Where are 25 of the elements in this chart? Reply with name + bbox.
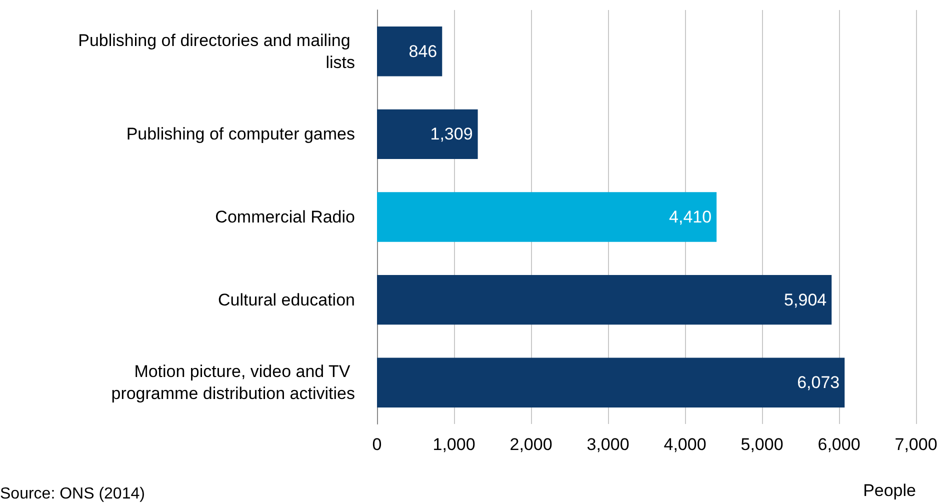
bar (377, 274, 832, 325)
data-label: 846 (408, 42, 438, 61)
x-tick-label: 0 (372, 435, 382, 454)
x-tick-label: 2,000 (510, 435, 552, 454)
bar (377, 192, 717, 242)
x-tick-label: 6,000 (818, 435, 860, 454)
x-tick-label: 7,000 (894, 435, 938, 454)
data-label: 4,410 (669, 208, 712, 226)
data-label: 1,309 (430, 124, 473, 144)
y-tick-label: Publishing of directories and mailing lists (78, 30, 355, 72)
y-tick-label: Commercial Radio (215, 208, 355, 226)
x-axis-title: People (863, 481, 916, 500)
y-tick-label: Cultural education (218, 290, 355, 310)
data-label: 6,073 (797, 373, 840, 392)
data-label: 5,904 (784, 290, 827, 310)
y-tick-label: Motion picture, video and TV programme distribution activities (111, 362, 355, 404)
bar (377, 109, 478, 160)
bar (377, 358, 845, 408)
x-tick-label: 3,000 (586, 435, 630, 454)
x-tick-label: 5,000 (740, 435, 784, 454)
x-tick-label: 4,000 (664, 435, 706, 454)
x-tick-label: 1,000 (432, 435, 476, 454)
bar (377, 26, 442, 76)
source-note: Source: ONS (2014) (0, 486, 145, 502)
y-tick-label: Publishing of computer games (126, 124, 355, 144)
